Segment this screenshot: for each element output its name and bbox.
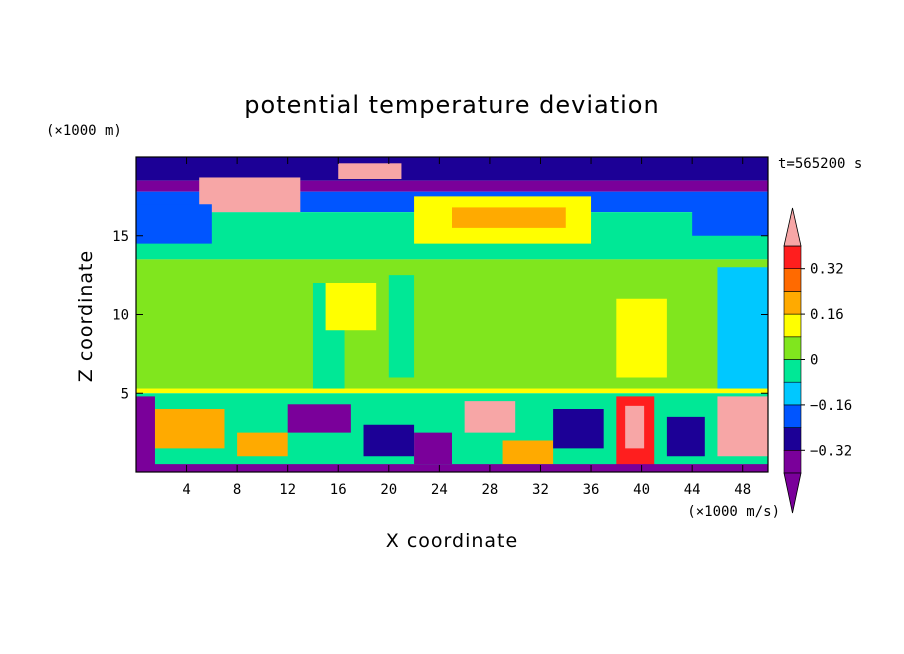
colorbar-segment: [783, 268, 802, 292]
x-tick-label: 16: [330, 482, 347, 498]
x-axis: 4 8 12 16 20 24 28 32 36 40 44 48: [182, 157, 751, 498]
field-region: [388, 275, 415, 378]
field-region: [717, 396, 768, 457]
colorbar-segment: [783, 336, 802, 360]
field-region: [136, 180, 768, 192]
field-region: [464, 401, 516, 433]
y-tick-label: 10: [112, 308, 129, 324]
x-tick-label: 12: [279, 482, 296, 498]
y-tick-label: 15: [112, 229, 129, 245]
x-axis-label: X coordinate: [386, 530, 518, 552]
y-axis: 5 10 15: [112, 229, 768, 402]
field-region: [717, 267, 768, 389]
field-region: [136, 204, 212, 244]
field-region: [287, 404, 351, 433]
field-region: [136, 388, 768, 394]
field-region: [148, 409, 225, 449]
chart-title: potential temperature deviation: [244, 91, 659, 119]
colorbar-segment: [783, 381, 802, 406]
field-region: [237, 432, 288, 457]
x-tick-label: 48: [734, 482, 751, 498]
field-region: [338, 163, 402, 180]
colorbar-segment: [783, 313, 802, 338]
colorbar-segment: [783, 404, 802, 428]
field-region: [625, 405, 645, 449]
colorbar-extend-min: [783, 472, 802, 514]
colorbar-label: −0.32: [810, 443, 852, 459]
field-region: [414, 432, 452, 465]
field-region: [692, 196, 768, 236]
x-tick-label: 32: [532, 482, 549, 498]
time-label: t=565200 s: [778, 156, 862, 172]
colorbar-label: −0.16: [810, 398, 852, 414]
colorbar-segment: [783, 427, 802, 451]
field-region: [136, 259, 768, 391]
field-region: [363, 424, 415, 457]
x-tick-label: 4: [182, 482, 190, 498]
colorbar-segment: [783, 449, 802, 474]
x-tick-label: 20: [380, 482, 397, 498]
x-unit-label: (×1000 m/s): [687, 504, 780, 520]
field-region: [136, 396, 155, 468]
x-tick-label: 36: [583, 482, 600, 498]
field-region: [666, 416, 705, 457]
field-region: [452, 207, 566, 228]
field-region: [325, 283, 377, 331]
y-tick-label: 5: [121, 386, 129, 402]
field-region: [136, 464, 768, 472]
plot-field: [136, 157, 768, 472]
x-tick-label: 28: [481, 482, 498, 498]
y-axis-label: Z coordinate: [75, 250, 97, 382]
field-region: [616, 298, 667, 378]
x-tick-label: 24: [431, 482, 448, 498]
colorbar-segment: [783, 359, 802, 383]
colorbar-segment: [783, 291, 802, 315]
x-tick-label: 40: [633, 482, 650, 498]
x-tick-label: 44: [684, 482, 701, 498]
field-region: [136, 157, 768, 181]
y-unit-label: (×1000 m): [46, 123, 122, 139]
field-region: [502, 440, 554, 465]
field-region: [199, 177, 301, 213]
colorbar-extend-max: [783, 207, 802, 247]
field-region: [553, 409, 604, 449]
x-tick-label: 8: [233, 482, 241, 498]
colorbar-label: 0.32: [810, 262, 844, 278]
colorbar-segment: [783, 245, 802, 270]
colorbar: 0.32 0.16 0 −0.16 −0.32: [783, 207, 852, 514]
colorbar-label: 0: [810, 353, 818, 369]
colorbar-label: 0.16: [810, 307, 844, 323]
